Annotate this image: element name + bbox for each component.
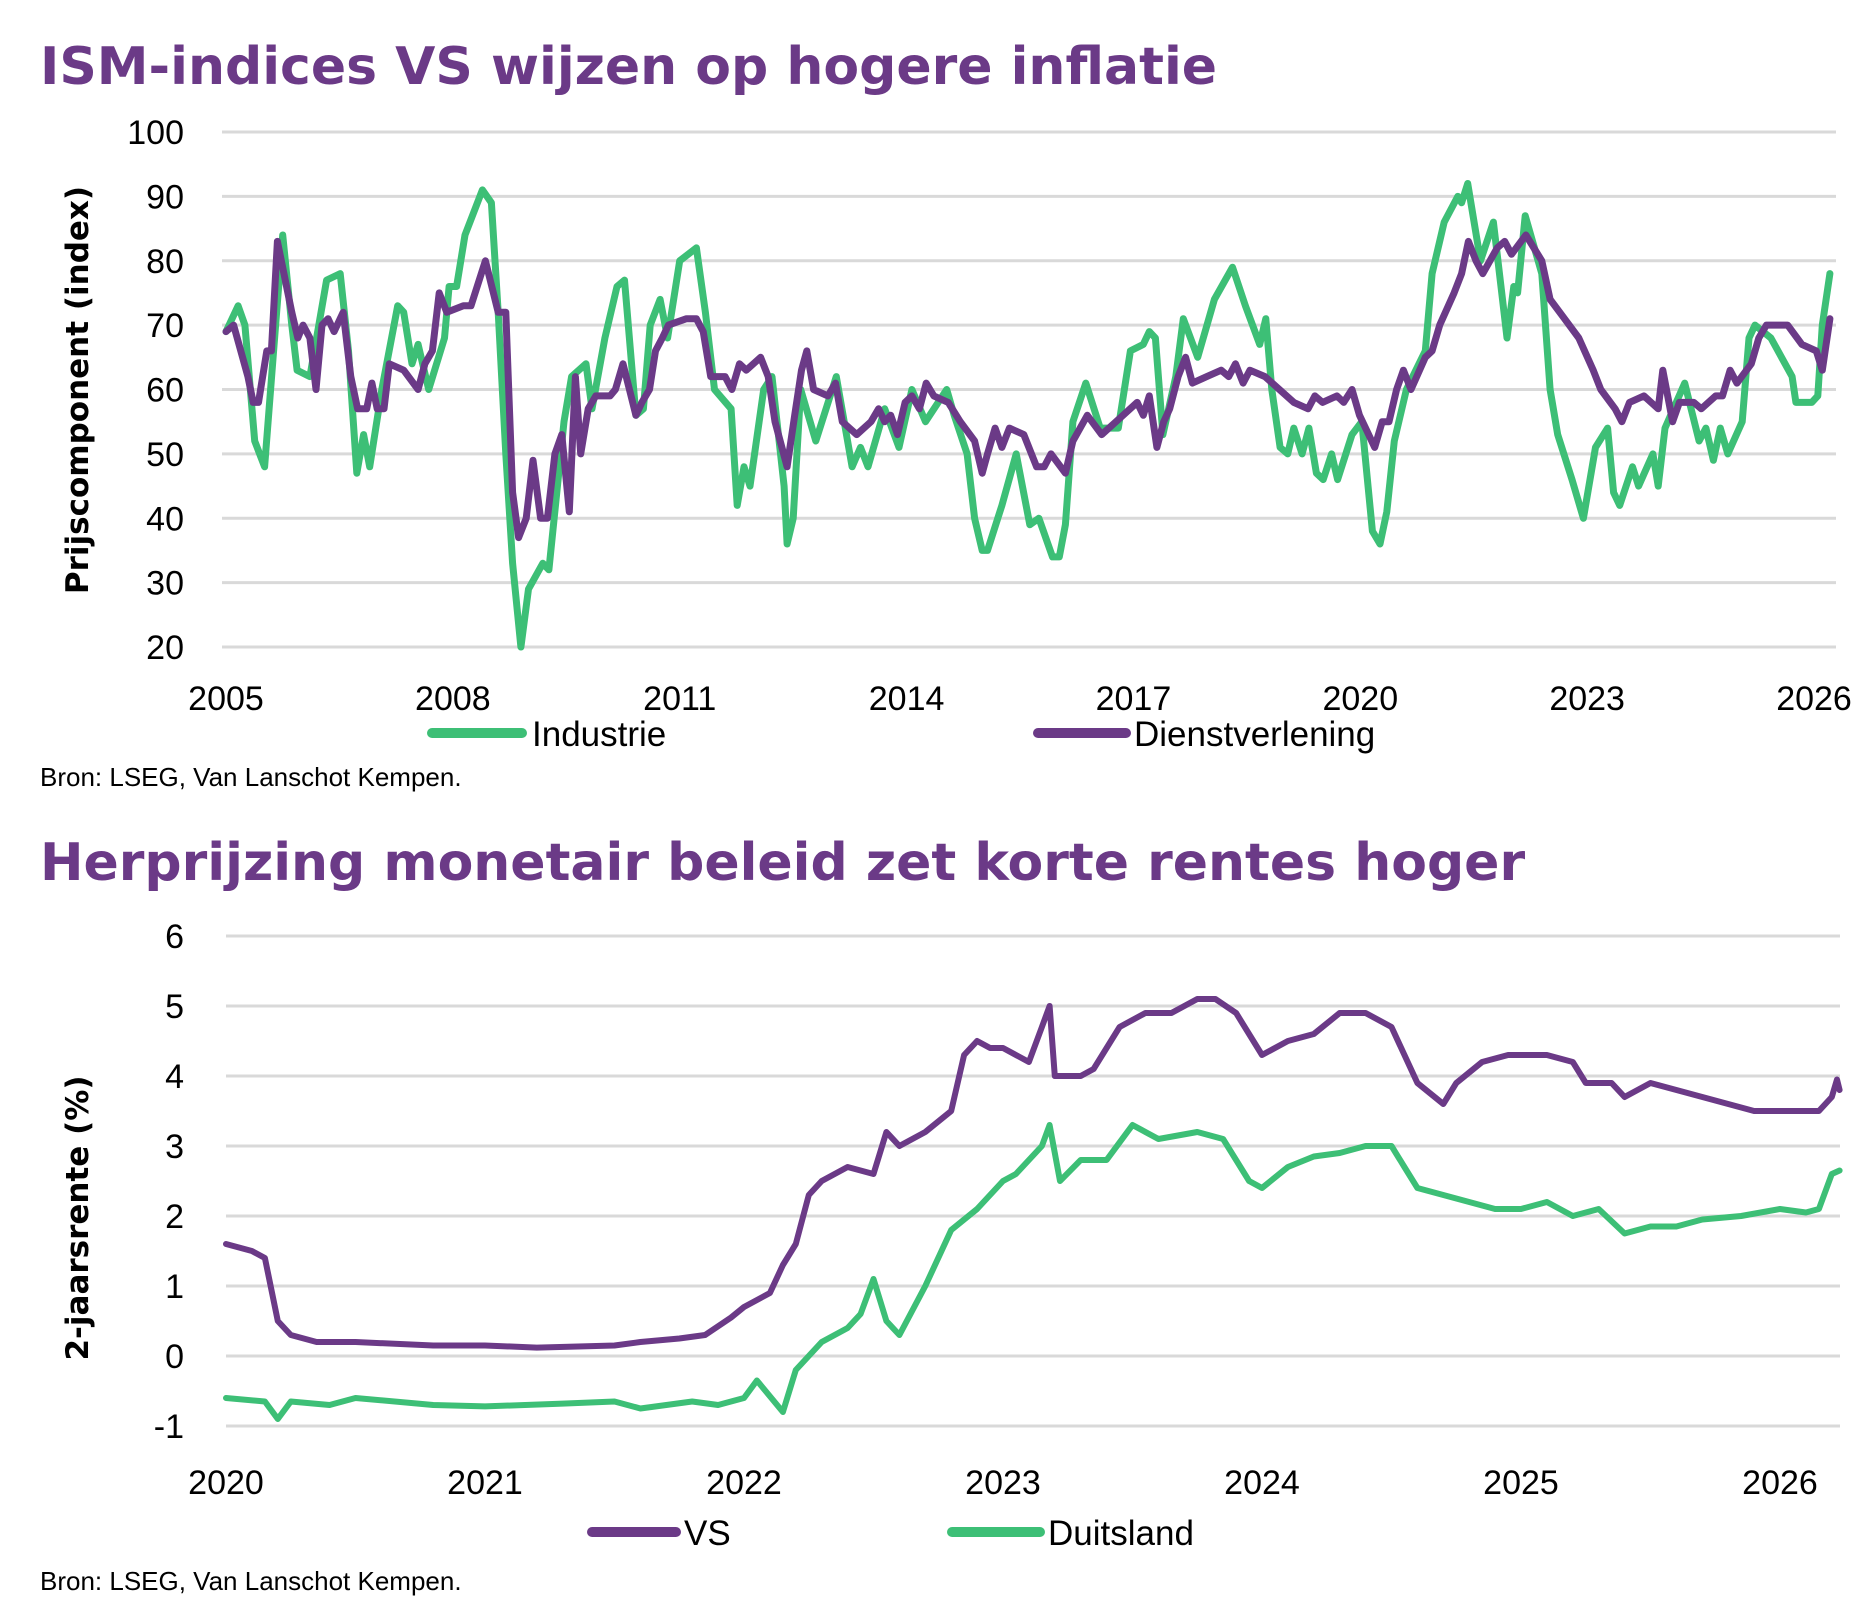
- y-tick-label: 100: [127, 114, 184, 152]
- y-axis-title: 2-jaarsrente (%): [60, 1075, 96, 1360]
- y-tick-label: 70: [146, 307, 184, 345]
- x-tick-label: 2026: [1776, 680, 1852, 718]
- series-line-vs: [223, 996, 1843, 1351]
- y-tick-label: 60: [146, 372, 184, 410]
- series-line-duitsland: [223, 1122, 1843, 1422]
- y-tick-label: 1: [165, 1268, 184, 1306]
- x-tick-label: 2026: [1742, 1464, 1818, 1502]
- y-tick-label: 2: [165, 1198, 184, 1236]
- x-tick-label: 2005: [188, 680, 264, 718]
- legend: VS Duitsland: [587, 1514, 1194, 1553]
- x-tick-label: 2023: [965, 1464, 1041, 1502]
- y-tick-label: 30: [146, 565, 184, 603]
- y-tick-label: 20: [146, 629, 184, 667]
- legend-label-industrie: Industrie: [532, 715, 666, 754]
- x-tick-label: 2024: [1224, 1464, 1300, 1502]
- series-line-dienstverlening: [222, 231, 1834, 542]
- chart-title: Herprijzing monetair beleid zet korte re…: [40, 833, 1525, 893]
- y-tick-label: 40: [146, 500, 184, 538]
- y-tick-label: 5: [165, 988, 184, 1026]
- y-tick-label: 90: [146, 178, 184, 216]
- x-tick-label: 2022: [706, 1464, 782, 1502]
- chart-2y-yields: Herprijzing monetair beleid zet korte re…: [40, 833, 1843, 1596]
- x-tick-label: 2021: [447, 1464, 523, 1502]
- x-tick-label: 2008: [415, 680, 491, 718]
- x-tick-label: 2025: [1483, 1464, 1559, 1502]
- x-tick-label: 2014: [869, 680, 945, 718]
- legend-label-dienstverlening: Dienstverlening: [1134, 715, 1375, 754]
- series-line-industrie: [222, 180, 1834, 651]
- chart-ism: ISM-indices VS wijzen op hogere inflatie…: [40, 37, 1852, 792]
- y-tick-label: 3: [165, 1128, 184, 1166]
- x-tick-label: 2023: [1549, 680, 1625, 718]
- y-tick-label: 80: [146, 243, 184, 281]
- y-axis-title: Prijscomponent (index): [60, 186, 96, 594]
- legend: Industrie Dienstverlening: [427, 715, 1375, 754]
- legend-label-duitsland: Duitsland: [1048, 1514, 1194, 1553]
- x-tick-label: 2011: [643, 680, 716, 718]
- y-tick-label: 0: [165, 1338, 184, 1376]
- y-tick-label: 50: [146, 436, 184, 474]
- x-tick-label: 2020: [1322, 680, 1398, 718]
- source-note: Bron: LSEG, Van Lanschot Kempen.: [40, 762, 462, 792]
- x-tick-label: 2020: [188, 1464, 264, 1502]
- source-note: Bron: LSEG, Van Lanschot Kempen.: [40, 1566, 462, 1596]
- legend-label-vs: VS: [684, 1514, 731, 1553]
- x-tick-label: 2017: [1096, 680, 1172, 718]
- chart-title: ISM-indices VS wijzen op hogere inflatie: [40, 37, 1217, 97]
- y-tick-label: 4: [165, 1058, 184, 1096]
- y-tick-label: -1: [154, 1408, 184, 1446]
- y-tick-label: 6: [165, 918, 184, 956]
